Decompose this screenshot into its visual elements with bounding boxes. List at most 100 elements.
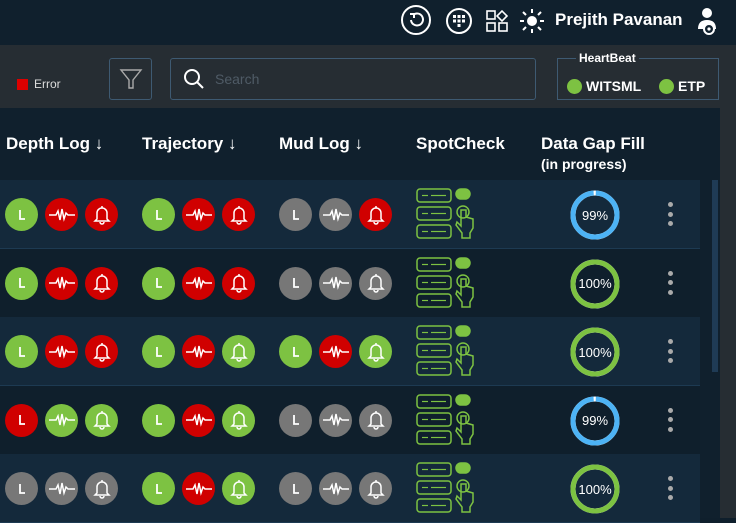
search-box[interactable] (170, 58, 536, 100)
top-bar: Prejith Pavanan (0, 0, 736, 45)
filter-icon (119, 69, 142, 89)
trajectory-clock-icon[interactable] (142, 335, 175, 368)
table-row[interactable]: 99% (0, 180, 700, 249)
depth-log-pulse-icon[interactable] (45, 335, 78, 368)
error-swatch (17, 78, 28, 90)
table-row[interactable]: 100% (0, 317, 700, 386)
depth-log-pulse-icon[interactable] (45, 472, 78, 505)
table-row[interactable]: 99% (0, 385, 700, 455)
depth-log-bell-icon[interactable] (85, 266, 118, 300)
trajectory-bell-icon[interactable] (222, 266, 255, 300)
status-dot (659, 78, 674, 94)
mud-log-bell-icon[interactable] (359, 266, 392, 300)
mud-log-pulse-icon[interactable] (319, 472, 352, 505)
depth-log-bell-icon[interactable] (85, 472, 118, 505)
col-depth-log[interactable]: Depth Log ↓ (6, 134, 104, 153)
legend-error-label: Error (34, 77, 61, 91)
trajectory-clock-icon[interactable] (142, 198, 175, 231)
scrollbar-thumb[interactable] (712, 180, 718, 372)
gap-fill-label: 100% (578, 481, 612, 497)
trajectory-pulse-icon[interactable] (182, 335, 215, 368)
spotcheck-icon[interactable] (416, 393, 476, 451)
mud-log-pulse-icon[interactable] (319, 198, 352, 231)
search-icon (184, 69, 204, 89)
trajectory-pulse-icon[interactable] (182, 198, 215, 231)
gap-fill-progress: 100% (570, 464, 620, 514)
heartbeat-label: ETP (678, 78, 706, 94)
refresh-icon[interactable] (401, 5, 431, 35)
status-dot (567, 78, 582, 94)
trajectory-clock-icon[interactable] (142, 403, 175, 437)
row-menu-icon[interactable] (664, 202, 676, 226)
mud-log-bell-icon[interactable] (359, 198, 392, 231)
mud-log-clock-icon[interactable] (279, 403, 312, 437)
gap-fill-label: 99% (581, 207, 609, 223)
user-settings-icon[interactable] (695, 7, 719, 35)
col-trajectory[interactable]: Trajectory ↓ (142, 134, 237, 153)
row-menu-icon[interactable] (664, 339, 676, 363)
filter-button[interactable] (109, 58, 152, 100)
spotcheck-icon[interactable] (416, 325, 476, 382)
mud-log-bell-icon[interactable] (359, 335, 392, 368)
depth-log-clock-icon[interactable] (5, 335, 38, 368)
depth-log-clock-icon[interactable] (5, 403, 38, 437)
trajectory-bell-icon[interactable] (222, 335, 255, 368)
mud-log-bell-icon[interactable] (359, 472, 392, 505)
gap-fill-progress: 100% (570, 259, 620, 309)
trajectory-bell-icon[interactable] (222, 403, 255, 437)
mud-log-clock-icon[interactable] (279, 198, 312, 231)
keypad-icon[interactable] (446, 8, 472, 34)
depth-log-bell-icon[interactable] (85, 335, 118, 368)
trajectory-clock-icon[interactable] (142, 266, 175, 300)
heartbeat-etp: ETP (659, 78, 705, 94)
gap-fill-label: 99% (581, 413, 609, 428)
depth-log-pulse-icon[interactable] (45, 198, 78, 231)
mud-log-bell-icon[interactable] (359, 403, 392, 437)
trajectory-bell-icon[interactable] (222, 472, 255, 505)
col-data-gap-fill-sub: (in progress) (541, 156, 627, 172)
gap-fill-label: 100% (578, 276, 612, 291)
heartbeat-title: HeartBeat (576, 51, 639, 65)
mud-log-clock-icon[interactable] (279, 335, 312, 368)
search-input[interactable] (215, 71, 515, 87)
gap-fill-progress: 99% (570, 190, 620, 240)
spotcheck-icon[interactable] (416, 188, 476, 245)
mud-log-pulse-icon[interactable] (319, 266, 352, 300)
depth-log-bell-icon[interactable] (85, 198, 118, 231)
table-row[interactable]: 100% (0, 248, 700, 318)
spotcheck-icon[interactable] (416, 462, 476, 519)
table-row[interactable]: 100% (0, 454, 700, 523)
heartbeat-label: WITSML (586, 78, 642, 94)
mud-log-clock-icon[interactable] (279, 266, 312, 300)
col-spotcheck: SpotCheck (416, 134, 505, 153)
trajectory-pulse-icon[interactable] (182, 472, 215, 505)
col-mud-log[interactable]: Mud Log ↓ (279, 134, 364, 153)
trajectory-pulse-icon[interactable] (182, 266, 215, 300)
depth-log-clock-icon[interactable] (5, 198, 38, 231)
trajectory-clock-icon[interactable] (142, 472, 175, 505)
spotcheck-icon[interactable] (416, 256, 476, 314)
depth-log-pulse-icon[interactable] (45, 266, 78, 300)
row-menu-icon[interactable] (664, 407, 676, 432)
widgets-icon[interactable] (485, 9, 509, 33)
table-header: Depth Log ↓ Trajectory ↓ Mud Log ↓ SpotC… (0, 108, 700, 180)
mud-log-pulse-icon[interactable] (319, 335, 352, 368)
mud-log-clock-icon[interactable] (279, 472, 312, 505)
depth-log-bell-icon[interactable] (85, 403, 118, 437)
user-name[interactable]: Prejith Pavanan (555, 10, 683, 29)
row-menu-icon[interactable] (664, 270, 676, 295)
heartbeat-witsml: WITSML (567, 78, 641, 94)
row-menu-icon[interactable] (664, 476, 676, 500)
gap-fill-progress: 100% (570, 327, 620, 377)
gap-fill-progress: 99% (570, 396, 620, 446)
depth-log-clock-icon[interactable] (5, 266, 38, 300)
mud-log-pulse-icon[interactable] (319, 403, 352, 437)
right-panel (720, 108, 736, 518)
gap-fill-label: 100% (578, 344, 612, 360)
depth-log-pulse-icon[interactable] (45, 403, 78, 437)
legend-error: Error (17, 77, 61, 91)
depth-log-clock-icon[interactable] (5, 472, 38, 505)
theme-sun-icon[interactable] (519, 8, 545, 34)
trajectory-pulse-icon[interactable] (182, 403, 215, 437)
trajectory-bell-icon[interactable] (222, 198, 255, 231)
